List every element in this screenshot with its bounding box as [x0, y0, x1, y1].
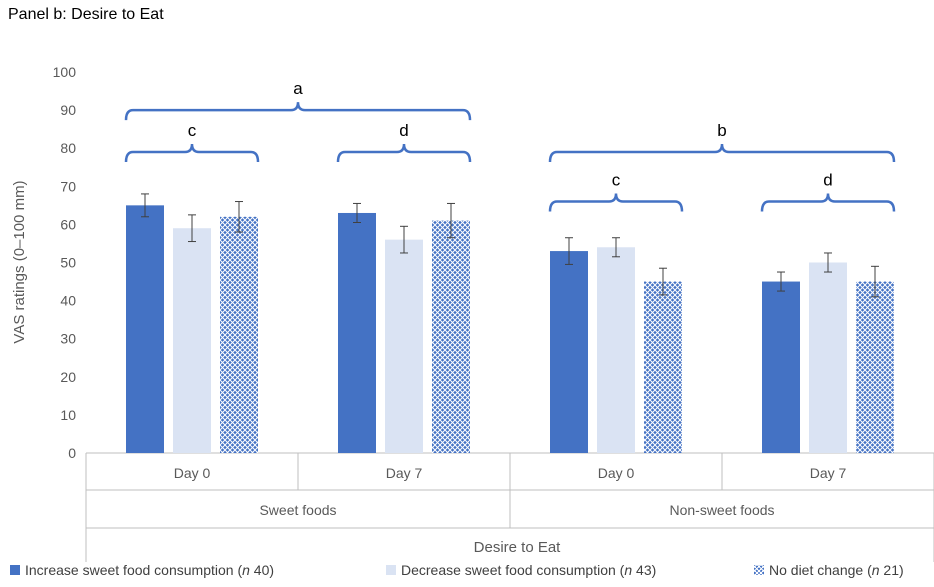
- x-tick-label: Day 7: [386, 465, 423, 481]
- legend-text: No diet change (n 21): [769, 562, 904, 578]
- significance-label: d: [823, 171, 832, 190]
- bar: [856, 281, 894, 453]
- bar: [597, 247, 635, 453]
- y-tick-label: 20: [60, 369, 76, 385]
- x-axis-title: Desire to Eat: [474, 539, 562, 556]
- significance-bracket: [124, 143, 260, 163]
- y-tick-label: 30: [60, 331, 76, 347]
- significance-label: b: [717, 121, 726, 140]
- y-tick-label: 90: [60, 102, 76, 118]
- y-tick-label: 40: [60, 293, 76, 309]
- significance-bracket: [548, 193, 684, 212]
- x-group-label: Sweet foods: [259, 502, 336, 518]
- error-bars: [141, 193, 879, 298]
- bar: [432, 220, 470, 453]
- bar: [220, 216, 258, 453]
- y-tick-label: 80: [60, 140, 76, 156]
- axes: 0 10 20 30 40 50 60 70 80 90 100 Day 0 Day 7 Day 0 Day…: [53, 64, 934, 562]
- significance-bracket: [760, 193, 896, 212]
- legend-swatch-decrease: [386, 565, 396, 575]
- legend-text: Increase sweet food consumption (n 40): [25, 562, 275, 578]
- bar: [550, 251, 588, 453]
- bar: [126, 205, 164, 453]
- y-tick-label: 0: [68, 445, 76, 461]
- legend-item-increase: Increase sweet food consumption (n 40): [10, 562, 274, 578]
- legend-swatch-increase: [10, 565, 20, 575]
- significance-bracket: [548, 143, 896, 163]
- significance-bracket: [124, 102, 472, 121]
- y-tick-label: 60: [60, 216, 76, 232]
- bar: [385, 239, 423, 453]
- legend-text: Decrease sweet food consumption (n 43): [401, 562, 657, 578]
- bar-chart: 0 10 20 30 40 50 60 70 80 90 100 Day 0 Day 7 Day 0 Day…: [11, 64, 934, 562]
- x-tick-label: Day 0: [174, 465, 211, 481]
- bar: [338, 212, 376, 453]
- legend-item-nochange: No diet change (n 21): [754, 562, 904, 578]
- significance-label: d: [399, 121, 408, 140]
- x-group-label: Non-sweet foods: [669, 502, 774, 518]
- x-tick-label: Day 0: [598, 465, 635, 481]
- significance-label: c: [188, 121, 197, 140]
- legend-swatch-nochange: [754, 565, 764, 575]
- bars: [126, 205, 894, 453]
- significance-label: c: [612, 171, 621, 190]
- legend-item-decrease: Decrease sweet food consumption (n 43): [386, 562, 656, 578]
- y-tick-label: 100: [53, 64, 77, 80]
- significance-label: a: [293, 79, 303, 98]
- bar: [762, 281, 800, 453]
- y-tick-label: 50: [60, 255, 76, 271]
- legend: Increase sweet food consumption (n 40) D…: [0, 562, 934, 584]
- bar: [173, 228, 211, 453]
- significance-bracket: [336, 143, 472, 163]
- y-tick-label: 10: [60, 407, 76, 423]
- bar: [644, 281, 682, 453]
- y-axis-label: VAS ratings (0–100 mm): [11, 180, 28, 343]
- panel-title: Panel b: Desire to Eat: [8, 6, 164, 23]
- x-tick-label: Day 7: [810, 465, 847, 481]
- bar: [809, 262, 847, 453]
- y-tick-label: 70: [60, 178, 76, 194]
- significance-brackets: a c d b c d: [124, 79, 896, 212]
